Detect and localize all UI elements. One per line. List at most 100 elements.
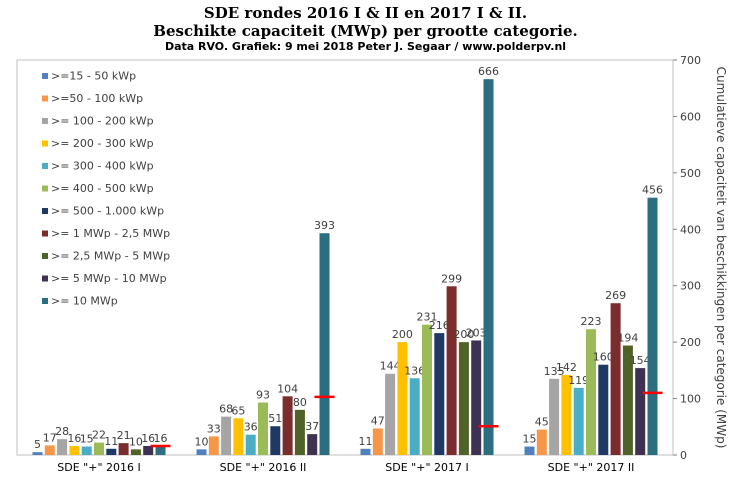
bar [69, 445, 80, 455]
bar [233, 418, 244, 455]
bar [434, 333, 445, 455]
bar [155, 445, 166, 455]
y2-tick-label: 200 [680, 336, 701, 349]
bar [549, 378, 560, 455]
data-label: 393 [314, 219, 335, 232]
legend-swatch [42, 163, 48, 169]
legend-label: >= 500 - 1.000 kWp [51, 205, 164, 218]
legend-swatch [42, 298, 48, 304]
bar [94, 442, 104, 455]
chart-subtitle: Beschikte capaciteit (MWp) per grootte c… [153, 22, 578, 40]
data-label: 136 [404, 364, 425, 377]
data-label: 28 [55, 425, 69, 438]
legend-label: >= 400 - 500 kWp [51, 182, 154, 195]
data-label: 16 [154, 432, 168, 445]
data-label: 16 [67, 432, 81, 445]
bar [106, 448, 117, 455]
x-tick-label: SDE "+" 2017 I [385, 461, 468, 474]
bar [397, 342, 408, 455]
legend-swatch [42, 73, 48, 79]
data-label: 194 [617, 332, 638, 345]
legend-label: >= 2,5 MWp - 5 MWp [51, 250, 170, 263]
data-label: 11 [104, 435, 118, 448]
data-label: 223 [581, 315, 602, 328]
y2-tick-label: 0 [680, 449, 687, 462]
data-label: 51 [268, 412, 282, 425]
legend-swatch [42, 208, 48, 214]
chart-title: SDE rondes 2016 I & II en 2017 I & II. [203, 4, 528, 22]
bar [44, 445, 55, 455]
data-label: 80 [293, 396, 307, 409]
bar [422, 324, 432, 455]
data-label: 17 [43, 431, 57, 444]
bar [245, 434, 256, 455]
data-label: 5 [34, 438, 41, 451]
bar [483, 79, 494, 455]
y2-tick-label: 400 [680, 223, 701, 236]
x-tick-label: SDE "+" 2016 I [57, 461, 140, 474]
data-label: 200 [453, 328, 474, 341]
legend-label: >= 10 MWp [51, 295, 118, 308]
bar [458, 342, 469, 455]
bar [647, 197, 658, 455]
data-label: 65 [231, 404, 245, 417]
y2-tick-label: 600 [680, 110, 701, 123]
bar [446, 286, 457, 455]
legend-swatch [42, 95, 48, 102]
data-label: 104 [277, 382, 298, 395]
bar [573, 387, 584, 455]
bar [57, 439, 68, 455]
bar [118, 443, 129, 455]
legend-swatch [42, 140, 48, 147]
data-label: 203 [466, 326, 487, 339]
data-label: 37 [305, 420, 319, 433]
y2-tick-label: 300 [680, 280, 701, 293]
data-label: 21 [117, 429, 131, 442]
bar [208, 436, 219, 455]
x-tick-label: SDE "+" 2017 II [548, 461, 635, 474]
bar [622, 345, 633, 455]
bar [294, 409, 305, 455]
bar [385, 373, 396, 455]
bar [307, 434, 318, 455]
legend-label: >= 200 - 300 kWp [51, 137, 154, 150]
data-label: 33 [207, 422, 221, 435]
data-label: 68 [219, 403, 233, 416]
bar [196, 449, 207, 455]
data-label: 456 [642, 184, 663, 197]
bar [471, 340, 482, 455]
bar [561, 374, 572, 455]
data-label: 47 [371, 414, 385, 427]
data-label: 200 [392, 328, 413, 341]
legend-label: >= 5 MWp - 10 MWp [51, 272, 167, 285]
data-label: 93 [256, 389, 270, 402]
plot-area [16, 59, 674, 456]
bar [32, 452, 43, 455]
legend-swatch [42, 118, 48, 124]
bar [524, 446, 535, 455]
bar [319, 233, 330, 455]
data-label: 45 [535, 416, 549, 429]
y2-tick-label: 500 [680, 167, 701, 180]
bar [360, 448, 371, 455]
data-label: 16 [141, 432, 155, 445]
data-label: 154 [630, 354, 651, 367]
data-label: 160 [593, 351, 614, 364]
bar [536, 429, 547, 455]
data-label: 15 [523, 433, 537, 446]
data-label: 11 [359, 435, 373, 448]
data-label: 216 [429, 319, 450, 332]
data-label: 36 [244, 421, 258, 434]
bar [143, 445, 154, 455]
bar [635, 368, 646, 455]
legend-label: >=15 - 50 kWp [51, 70, 136, 83]
data-label: 231 [417, 311, 438, 324]
data-label: 119 [568, 374, 589, 387]
bar [282, 396, 293, 455]
data-label: 299 [441, 272, 462, 285]
legend-swatch [42, 275, 48, 282]
legend-swatch [42, 185, 48, 192]
bar [409, 378, 420, 455]
data-label: 269 [605, 289, 626, 302]
legend-swatch [42, 230, 48, 237]
